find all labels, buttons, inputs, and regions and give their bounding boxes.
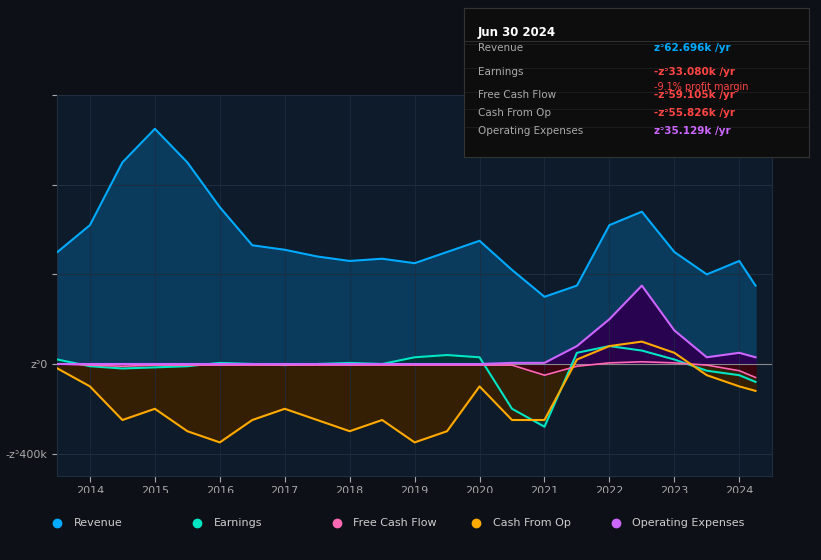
Text: Cash From Op: Cash From Op (493, 518, 571, 528)
Text: Jun 30 2024: Jun 30 2024 (478, 26, 556, 39)
Text: Earnings: Earnings (478, 67, 523, 77)
Text: -zᐣ55.826k /yr: -zᐣ55.826k /yr (654, 108, 735, 118)
Text: zᐣ62.696k /yr: zᐣ62.696k /yr (654, 43, 730, 53)
Text: Cash From Op: Cash From Op (478, 108, 551, 118)
Text: zᐣ35.129k /yr: zᐣ35.129k /yr (654, 126, 730, 136)
Text: Earnings: Earnings (213, 518, 262, 528)
Text: Free Cash Flow: Free Cash Flow (353, 518, 437, 528)
Text: -zᐣ59.105k /yr: -zᐣ59.105k /yr (654, 90, 735, 100)
Text: Operating Expenses: Operating Expenses (478, 126, 583, 136)
Text: Free Cash Flow: Free Cash Flow (478, 90, 556, 100)
Text: -9.1% profit margin: -9.1% profit margin (654, 82, 748, 91)
Text: Revenue: Revenue (478, 43, 523, 53)
Text: -zᐣ33.080k /yr: -zᐣ33.080k /yr (654, 67, 735, 77)
Text: Revenue: Revenue (74, 518, 122, 528)
Text: Operating Expenses: Operating Expenses (632, 518, 745, 528)
